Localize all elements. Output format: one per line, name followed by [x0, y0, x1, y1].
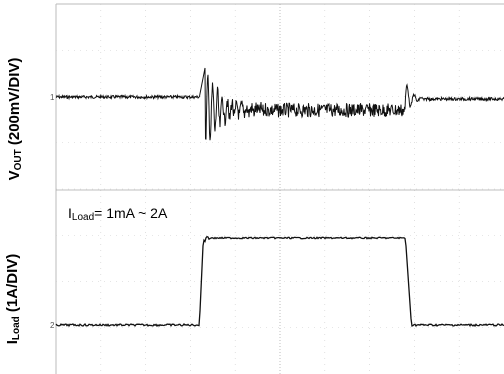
iload-trace — [55, 235, 504, 328]
vout-axis-label: VOUT (200mV/DIV) — [6, 57, 24, 181]
iload-axis-label: ILoad (1A/DIV) — [4, 253, 22, 345]
vout-trace — [55, 67, 504, 141]
ch1-ground-marker: 1 — [50, 93, 55, 102]
ch2-ground-marker: 2 — [50, 321, 55, 330]
load-step-annotation: ILoad= 1mA ~ 2A — [68, 205, 168, 223]
